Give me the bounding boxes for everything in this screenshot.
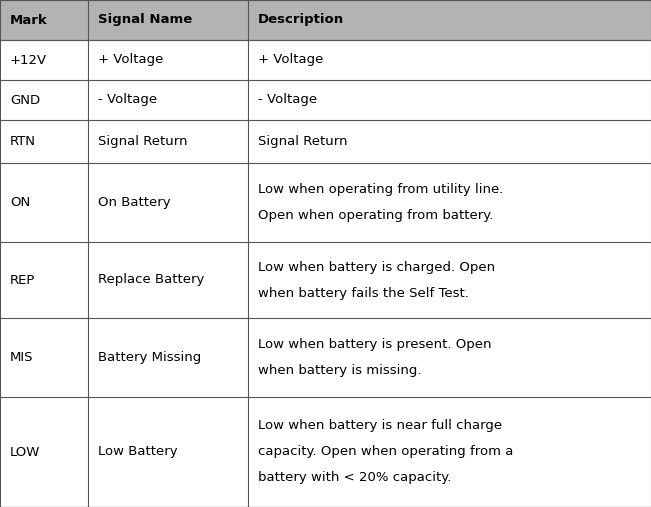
Text: Replace Battery: Replace Battery <box>98 273 204 286</box>
Text: ON: ON <box>10 196 30 209</box>
Text: + Voltage: + Voltage <box>98 54 163 66</box>
Text: LOW: LOW <box>10 446 40 458</box>
Text: Low when operating from utility line.: Low when operating from utility line. <box>258 183 503 196</box>
Text: MIS: MIS <box>10 351 33 364</box>
Text: Low when battery is present. Open: Low when battery is present. Open <box>258 338 492 351</box>
Text: RTN: RTN <box>10 135 36 148</box>
Bar <box>0 163 651 242</box>
Text: when battery is missing.: when battery is missing. <box>258 364 421 377</box>
Bar <box>0 0 651 40</box>
Bar <box>0 397 651 507</box>
Bar <box>0 80 651 120</box>
Text: Mark: Mark <box>10 14 48 26</box>
Text: capacity. Open when operating from a: capacity. Open when operating from a <box>258 446 514 458</box>
Text: - Voltage: - Voltage <box>98 93 157 106</box>
Text: Description: Description <box>258 14 344 26</box>
Text: REP: REP <box>10 273 35 286</box>
Text: Low when battery is charged. Open: Low when battery is charged. Open <box>258 261 495 273</box>
Bar <box>0 120 651 163</box>
Text: - Voltage: - Voltage <box>258 93 317 106</box>
Bar <box>0 318 651 397</box>
Text: GND: GND <box>10 93 40 106</box>
Text: + Voltage: + Voltage <box>258 54 324 66</box>
Bar <box>0 40 651 80</box>
Text: Signal Return: Signal Return <box>98 135 187 148</box>
Text: Open when operating from battery.: Open when operating from battery. <box>258 209 493 222</box>
Text: Low when battery is near full charge: Low when battery is near full charge <box>258 419 502 432</box>
Text: when battery fails the Self Test.: when battery fails the Self Test. <box>258 286 469 300</box>
Bar <box>0 242 651 318</box>
Text: Signal Return: Signal Return <box>258 135 348 148</box>
Text: battery with < 20% capacity.: battery with < 20% capacity. <box>258 472 451 485</box>
Text: +12V: +12V <box>10 54 47 66</box>
Text: Signal Name: Signal Name <box>98 14 192 26</box>
Text: On Battery: On Battery <box>98 196 171 209</box>
Text: Battery Missing: Battery Missing <box>98 351 201 364</box>
Text: Low Battery: Low Battery <box>98 446 178 458</box>
